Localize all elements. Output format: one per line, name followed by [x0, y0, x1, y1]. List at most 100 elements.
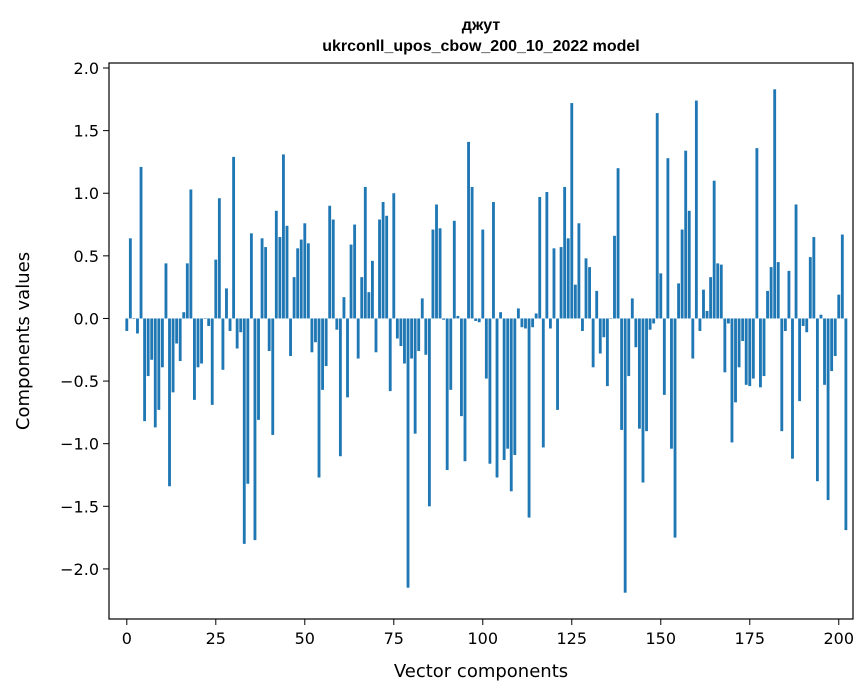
bar-30 [232, 156, 236, 319]
bar-93 [456, 315, 460, 319]
y-axis-label: Components values [13, 252, 34, 430]
bar-173 [741, 318, 745, 341]
bar-136 [609, 318, 613, 319]
bar-99 [477, 318, 481, 323]
bar-26 [217, 198, 221, 319]
bar-8 [153, 318, 157, 428]
bar-147 [648, 318, 652, 330]
bar-12 [168, 318, 171, 487]
bar-202 [844, 318, 848, 531]
bar-39 [264, 247, 268, 319]
bar-15 [178, 318, 182, 362]
bar-38 [260, 238, 264, 319]
bar-158 [687, 210, 691, 319]
bar-90 [445, 318, 449, 470]
bar-40 [267, 318, 271, 352]
bar-185 [783, 318, 787, 331]
bar-19 [193, 318, 196, 400]
bar-61 [342, 297, 346, 319]
bar-17 [185, 263, 189, 319]
bar-107 [506, 318, 510, 449]
bar-183 [776, 262, 780, 319]
bars-group [125, 89, 848, 593]
bar-5 [143, 318, 147, 422]
bar-48 [296, 248, 300, 319]
y-tick-label: 1.0 [74, 184, 99, 203]
bar-174 [744, 318, 748, 385]
bar-42 [274, 210, 278, 319]
bar-148 [652, 318, 656, 324]
bar-33 [242, 318, 246, 544]
bar-180 [766, 290, 769, 319]
bar-194 [815, 318, 819, 482]
bar-149 [655, 113, 659, 319]
bar-188 [794, 204, 798, 319]
bar-130 [588, 267, 591, 319]
bar-7 [150, 318, 154, 360]
bar-159 [691, 318, 695, 359]
bar-52 [310, 318, 314, 353]
bar-135 [605, 318, 609, 387]
bar-168 [723, 318, 727, 373]
bar-201 [840, 234, 844, 319]
bar-16 [182, 312, 186, 319]
bar-123 [563, 186, 567, 319]
bar-55 [321, 318, 325, 390]
bar-189 [798, 318, 802, 402]
x-tick-label: 100 [468, 629, 499, 648]
bar-97 [470, 186, 474, 319]
bar-69 [371, 260, 374, 319]
bar-67 [363, 186, 367, 319]
bar-153 [670, 318, 673, 449]
bar-128 [581, 318, 584, 331]
bar-62 [346, 318, 349, 398]
bar-140 [623, 318, 627, 593]
bar-102 [488, 318, 492, 464]
bar-179 [762, 318, 766, 377]
bar-43 [278, 237, 282, 319]
bar-64 [353, 224, 357, 319]
bar-108 [509, 318, 513, 492]
bar-9 [157, 318, 161, 410]
bar-178 [759, 318, 762, 388]
bar-81 [413, 318, 417, 434]
bar-51 [306, 243, 310, 319]
bar-2 [132, 318, 136, 319]
bar-177 [755, 148, 759, 319]
bar-187 [791, 318, 794, 459]
x-axis-ticks: 0 25 50 75 100 125 150 175 200 [122, 619, 854, 648]
bar-49 [299, 239, 303, 319]
bar-28 [225, 288, 228, 319]
bar-59 [335, 318, 339, 330]
bar-79 [406, 318, 410, 588]
bar-104 [495, 318, 499, 478]
x-tick-label: 125 [557, 629, 588, 648]
bar-150 [659, 273, 663, 319]
bar-186 [787, 270, 791, 319]
bar-126 [573, 284, 577, 319]
bar-71 [378, 219, 381, 319]
bar-36 [253, 318, 257, 541]
bar-199 [833, 318, 837, 357]
bar-112 [524, 318, 527, 329]
bar-139 [620, 318, 624, 430]
bar-152 [666, 158, 670, 319]
bar-94 [460, 318, 463, 417]
bar-197 [826, 318, 830, 501]
y-tick-label: 1.5 [74, 122, 99, 141]
bar-141 [627, 318, 631, 377]
bar-169 [726, 318, 730, 324]
y-axis-ticks: 2.0 1.5 1.0 0.5 0.0 −0.5 −1.0 −1.5 −2.0 [60, 59, 109, 579]
y-tick-label: 0.0 [74, 309, 99, 328]
chart-title-line-2: ukrconll_upos_cbow_200_10_2022 model [322, 38, 639, 55]
bar-125 [570, 103, 574, 319]
bar-50 [303, 223, 307, 319]
bar-29 [228, 318, 232, 331]
bar-172 [737, 318, 741, 368]
bar-14 [175, 318, 179, 344]
bar-76 [395, 318, 399, 339]
bar-111 [520, 318, 524, 328]
bar-157 [684, 150, 688, 319]
bar-92 [452, 220, 456, 319]
